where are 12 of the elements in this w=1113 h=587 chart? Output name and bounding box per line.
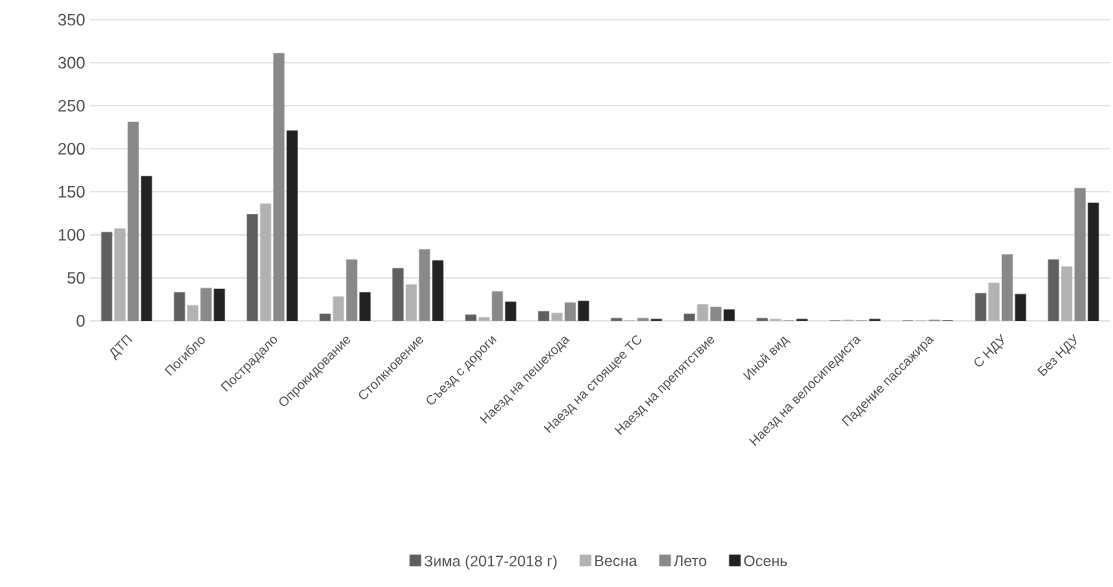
y-tick-label: 200 xyxy=(58,142,85,155)
y-tick-label: 300 xyxy=(58,56,85,69)
y-tick-label: 250 xyxy=(58,99,85,112)
legend-label: Лето xyxy=(673,555,707,567)
y-tick-label: 150 xyxy=(58,185,85,198)
y-tick-label: 0 xyxy=(76,315,85,327)
legend-label: Зима (2017-2018 г) xyxy=(424,555,557,570)
y-tick-label: 100 xyxy=(58,228,85,241)
legend-label: Весна xyxy=(595,555,638,567)
legend-label: Осень xyxy=(744,555,788,567)
y-tick-label: 350 xyxy=(58,13,85,26)
y-tick-label: 50 xyxy=(67,271,85,284)
